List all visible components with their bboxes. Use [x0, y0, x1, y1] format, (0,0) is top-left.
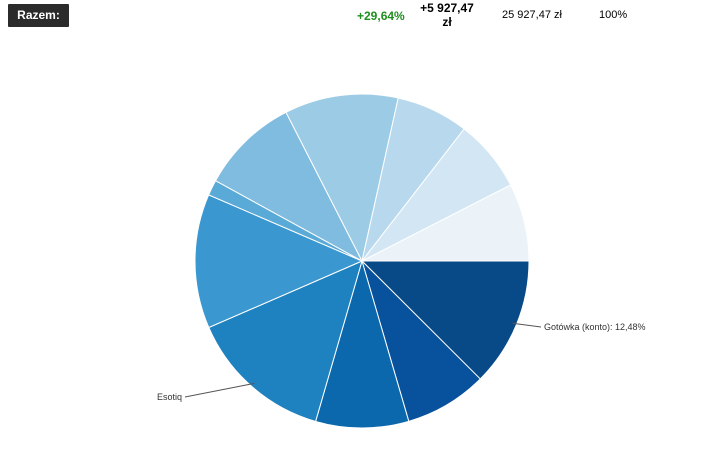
- pie-chart: Gotówka (konto): 12,48% Esotiq: [157, 93, 646, 429]
- total-label-badge: Razem:: [8, 4, 69, 27]
- total-percent: 100%: [599, 9, 628, 21]
- pie-slice[interactable]: [314, 259, 410, 429]
- label-connector: [184, 382, 255, 398]
- slice-label: Gotówka (konto): 12,48%: [544, 322, 646, 332]
- change-percent: +29,64%: [357, 9, 405, 23]
- change-amount: +5 927,47 zł: [414, 1, 480, 29]
- pie-slice[interactable]: [208, 260, 363, 423]
- pie-slice[interactable]: [194, 194, 364, 329]
- pie-slice[interactable]: [361, 184, 530, 262]
- total-value: 25 927,47 zł: [502, 9, 562, 21]
- pie-slice[interactable]: [360, 260, 530, 380]
- label-connector: [512, 322, 542, 328]
- summary-row: Razem: +29,64% +5 927,47 zł 25 927,47 zł…: [0, 0, 711, 32]
- change-amount-currency: zł: [442, 15, 452, 29]
- pie-slice[interactable]: [214, 111, 364, 263]
- slice-label: Esotiq: [157, 392, 182, 402]
- pie-slice[interactable]: [285, 93, 399, 263]
- change-amount-value: +5 927,47: [420, 1, 474, 15]
